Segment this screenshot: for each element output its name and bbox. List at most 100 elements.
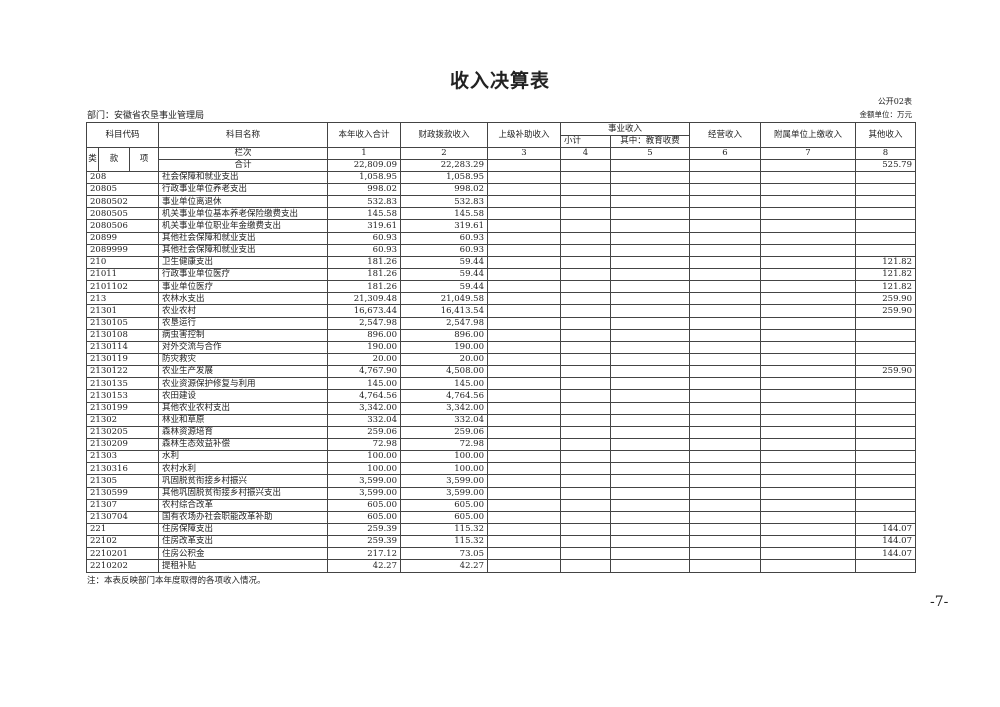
row-affiliated: [760, 510, 856, 525]
row-name: 住房公积金: [158, 547, 328, 561]
row-affiliated: [760, 413, 856, 427]
row-subtotal: [560, 450, 611, 464]
table-row: 2130105 农垦运行 2,547.98 2,547.98: [86, 316, 916, 330]
row-other: 144.07: [855, 535, 916, 549]
col-number: 1: [327, 146, 401, 160]
row-subtotal: [560, 304, 611, 318]
row-fiscal: 4,764.56: [400, 389, 488, 403]
row-subtotal: [560, 195, 611, 209]
row-name: 农业农村: [158, 304, 328, 318]
header-affiliated: 附属单位上缴收入: [760, 122, 856, 148]
row-total: 1,058.95: [327, 170, 401, 185]
row-name: 农村综合改革: [158, 498, 328, 512]
header-kuan: 款: [98, 146, 130, 172]
total-fiscal: 22,283.29: [400, 158, 488, 172]
row-other: [855, 462, 916, 476]
total-total: 22,809.09: [327, 158, 401, 172]
row-name: 行政事业单位医疗: [158, 268, 328, 282]
row-operating: [689, 438, 761, 452]
row-operating: [689, 268, 761, 282]
row-total: 605.00: [327, 498, 401, 512]
row-other: [855, 170, 916, 185]
row-subtotal: [560, 425, 611, 440]
row-affiliated: [760, 292, 856, 306]
row-operating: [689, 377, 761, 391]
row-fiscal: 3,599.00: [400, 474, 488, 488]
row-education: [610, 340, 690, 355]
row-education: [610, 510, 690, 525]
row-name: 农垦运行: [158, 316, 328, 330]
row-subtotal: [560, 377, 611, 391]
row-affiliated: [760, 243, 856, 257]
row-upper: [487, 510, 561, 525]
row-fiscal: 115.32: [400, 535, 488, 549]
amount-unit: 金额单位：万元: [859, 110, 913, 119]
row-code: 2130205: [86, 425, 159, 440]
row-fiscal: 190.00: [400, 340, 488, 355]
row-other: [855, 340, 916, 355]
row-name: 卫生健康支出: [158, 255, 328, 270]
row-total: 60.93: [327, 231, 401, 245]
row-operating: [689, 195, 761, 209]
row-name: 其他社会保障和就业支出: [158, 243, 328, 257]
row-upper: [487, 486, 561, 500]
table-row: 21305 巩固脱贫衔接乡村振兴 3,599.00 3,599.00: [86, 474, 916, 488]
row-upper: [487, 268, 561, 282]
row-subtotal: [560, 522, 611, 537]
row-total: 190.00: [327, 340, 401, 355]
row-subtotal: [560, 498, 611, 512]
row-affiliated: [760, 559, 856, 573]
header-total: 本年收入合计: [327, 122, 401, 148]
page-title: 收入决算表: [449, 70, 550, 92]
row-affiliated: [760, 255, 856, 270]
row-code: 2130119: [86, 353, 159, 367]
row-fiscal: 72.98: [400, 438, 488, 452]
row-fiscal: 20.00: [400, 353, 488, 367]
row-name: 住房改革支出: [158, 535, 328, 549]
row-total: 4,767.90: [327, 365, 401, 379]
row-operating: [689, 231, 761, 245]
row-total: 100.00: [327, 450, 401, 464]
row-total: 72.98: [327, 438, 401, 452]
row-subtotal: [560, 328, 611, 342]
row-other: 121.82: [855, 255, 916, 270]
row-total: 259.39: [327, 535, 401, 549]
row-upper: [487, 365, 561, 379]
row-operating: [689, 547, 761, 561]
row-fiscal: 21,049.58: [400, 292, 488, 306]
row-education: [610, 450, 690, 464]
row-upper: [487, 292, 561, 306]
col-number: 5: [610, 146, 690, 160]
row-education: [610, 547, 690, 561]
header-xiang: 项: [129, 146, 159, 172]
row-name: 行政事业单位养老支出: [158, 183, 328, 197]
row-subtotal: [560, 207, 611, 221]
row-code: 2130135: [86, 377, 159, 391]
row-total: 217.12: [327, 547, 401, 561]
row-affiliated: [760, 231, 856, 245]
row-education: [610, 535, 690, 549]
row-subtotal: [560, 535, 611, 549]
row-code: 2130122: [86, 365, 159, 379]
row-affiliated: [760, 547, 856, 561]
table-row: 21303 水利 100.00 100.00: [86, 450, 916, 464]
row-subtotal: [560, 474, 611, 488]
row-name: 住房保障支出: [158, 522, 328, 537]
row-affiliated: [760, 535, 856, 549]
row-upper: [487, 389, 561, 403]
row-upper: [487, 413, 561, 427]
row-other: 259.90: [855, 304, 916, 318]
row-total: 42.27: [327, 559, 401, 573]
table-row: 2130119 防灾救灾 20.00 20.00: [86, 353, 916, 367]
row-subtotal: [560, 280, 611, 294]
row-code: 2130114: [86, 340, 159, 355]
row-education: [610, 304, 690, 318]
row-subtotal: [560, 389, 611, 403]
row-education: [610, 292, 690, 306]
row-name: 巩固脱贫衔接乡村振兴: [158, 474, 328, 488]
row-other: [855, 207, 916, 221]
row-education: [610, 389, 690, 403]
row-total: 3,599.00: [327, 486, 401, 500]
row-operating: [689, 535, 761, 549]
row-code: 2130209: [86, 438, 159, 452]
